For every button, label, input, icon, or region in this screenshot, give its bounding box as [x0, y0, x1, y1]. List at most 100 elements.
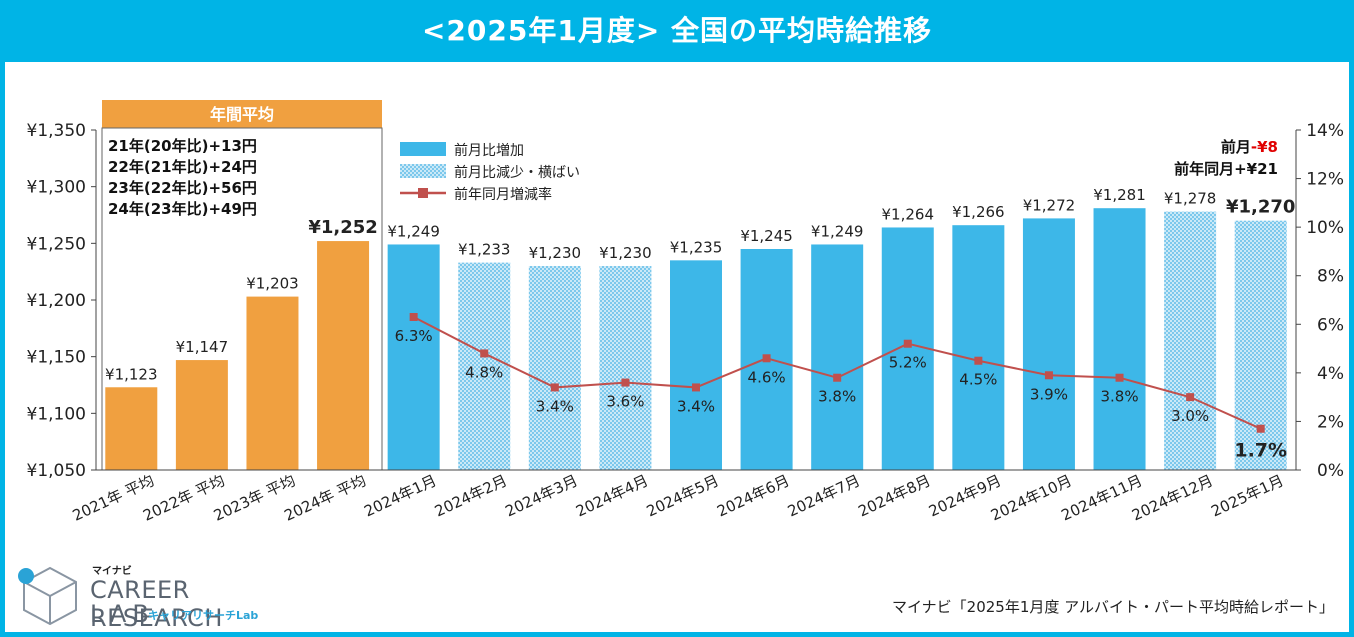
rate-marker [974, 356, 983, 365]
rate-marker [1115, 373, 1124, 382]
logo-brand-small: マイナビ [92, 566, 132, 577]
y2-tick-label: 14% [1306, 121, 1344, 141]
bar [387, 244, 440, 470]
page-title: <2025年1月度> 全国の平均時給推移 [0, 0, 1354, 62]
rate-marker [621, 378, 630, 387]
bar-value-label: ¥1,278 [1164, 190, 1217, 208]
annual-note: 22年(21年比)+24円 [108, 158, 257, 176]
bar-value-label: ¥1,230 [529, 244, 582, 262]
legend-swatch-rate-marker [418, 188, 428, 198]
legend-swatch-decrease [400, 164, 446, 178]
rate-label: 3.6% [606, 393, 644, 411]
rate-marker [550, 383, 559, 392]
rate-label: 3.9% [1030, 385, 1068, 403]
bar [952, 225, 1005, 470]
bar [1022, 218, 1075, 470]
y-tick-label: ¥1,100 [27, 404, 86, 424]
y2-tick-label: 2% [1317, 412, 1344, 432]
bar [811, 244, 864, 470]
x-tick-label: 2025年1月 [1208, 471, 1286, 520]
x-tick-label: 2024年12月 [1129, 471, 1216, 524]
bar [175, 360, 228, 470]
annual-box: 年間平均 21年(20年比)+13円 22年(21年比)+24円 23年(22年… [101, 100, 383, 471]
annual-note: 23年(22年比)+56円 [108, 179, 257, 197]
summary-box: 前月-¥8 前年同月+¥21 [1174, 138, 1278, 178]
rate-label: 5.2% [889, 354, 927, 372]
bar-value-label: ¥1,203 [246, 275, 299, 293]
rate-label: 3.4% [677, 397, 715, 415]
bar [1093, 208, 1146, 470]
legend-decrease: 前月比減少・横ばい [454, 164, 580, 181]
bar-value-label: ¥1,266 [952, 203, 1005, 221]
bar-value-label: ¥1,233 [458, 241, 511, 259]
y2-tick-label: 12% [1306, 170, 1344, 190]
career-research-lab-logo: マイナビ CAREER RESEARCH LAB キャリアリサーチLab [14, 562, 314, 632]
bar-value-label: ¥1,249 [387, 222, 440, 240]
rate-label: 3.4% [536, 397, 574, 415]
y2-tick-label: 4% [1317, 364, 1344, 384]
rate-marker [833, 373, 842, 382]
rate-line-series: 6.3% 4.8% 3.4% 3.6% 3.4% 4.6% 3.8% 5.2% 4.5% 3.9%… [395, 313, 1287, 462]
bar-value-label: ¥1,281 [1093, 186, 1146, 204]
x-tick-label: 2024年5月 [644, 471, 722, 520]
x-tick-label: 2024年2月 [432, 471, 510, 520]
bar-value-label: ¥1,249 [811, 222, 864, 240]
x-tick-label: 2024年4月 [573, 471, 651, 520]
bar [599, 266, 652, 470]
summary-prev-month-value: -¥8 [1251, 138, 1278, 156]
rate-marker [903, 339, 912, 348]
bar-value-label: ¥1,147 [176, 338, 229, 356]
bar [317, 241, 370, 470]
bar [105, 387, 158, 470]
bar [246, 296, 299, 470]
summary-prev-month-label: 前月 [1221, 138, 1251, 156]
rate-marker [1044, 371, 1053, 380]
bar-value-label: ¥1,230 [599, 244, 652, 262]
bar-series: ¥1,123 ¥1,147 ¥1,203 ¥1,252 ¥1,249 ¥1,233 ¥1,2… [105, 186, 1295, 470]
bar [670, 260, 722, 470]
bar [528, 266, 581, 470]
rate-label: 4.6% [748, 368, 786, 386]
y-tick-label: ¥1,200 [27, 291, 86, 311]
rate-label: 6.3% [395, 327, 433, 345]
source-note: マイナビ「2025年1月度 アルバイト・パート平均時給レポート」 [891, 598, 1334, 616]
bar-value-label: ¥1,252 [308, 217, 377, 238]
x-tick-label: 2024年7月 [785, 471, 863, 520]
rate-label: 4.5% [959, 371, 997, 389]
rate-marker [409, 313, 418, 321]
rate-marker [762, 354, 771, 363]
y-tick-label: ¥1,350 [27, 121, 86, 141]
annual-note: 24年(23年比)+49円 [108, 200, 257, 218]
annual-box-label: 年間平均 [210, 105, 274, 124]
logo-brand-lab: LAB [90, 600, 155, 628]
logo-cube-icon [18, 566, 77, 626]
y-tick-label: ¥1,250 [27, 234, 86, 254]
legend-swatch-increase [400, 142, 446, 156]
rate-label: 3.0% [1171, 407, 1209, 425]
logo-brand-main: CAREER RESEARCH [90, 576, 223, 632]
bar-value-label: ¥1,264 [882, 205, 935, 223]
x-tick-label: 2024年1月 [361, 471, 439, 520]
summary-prev-year: 前年同月+¥21 [1174, 160, 1278, 178]
rate-label: 3.8% [818, 388, 856, 406]
legend: 前月比増加 前月比減少・横ばい 前年同月増減率 [400, 142, 580, 203]
y-tick-label: ¥1,300 [27, 178, 86, 198]
y2-tick-label: 8% [1317, 267, 1344, 287]
y-tick-label: ¥1,150 [27, 348, 86, 368]
x-tick-label: 2024年 平均 [281, 471, 368, 524]
summary-prev-year-value: +¥21 [1234, 160, 1278, 178]
x-tick-label: 2024年8月 [855, 471, 933, 520]
rate-label: 4.8% [465, 363, 503, 381]
rate-marker [692, 383, 700, 392]
y2-tick-label: 10% [1306, 218, 1344, 238]
bar-value-label: ¥1,270 [1226, 197, 1295, 218]
y2-tick-label: 6% [1317, 315, 1344, 335]
legend-increase: 前月比増加 [454, 142, 524, 159]
summary-prev-year-label: 前年同月 [1174, 160, 1234, 178]
legend-rate: 前年同月増減率 [454, 186, 552, 203]
bar [458, 262, 511, 470]
rate-marker [1256, 424, 1265, 433]
bar-value-label: ¥1,245 [740, 227, 793, 245]
rate-label: 1.7% [1234, 440, 1287, 462]
